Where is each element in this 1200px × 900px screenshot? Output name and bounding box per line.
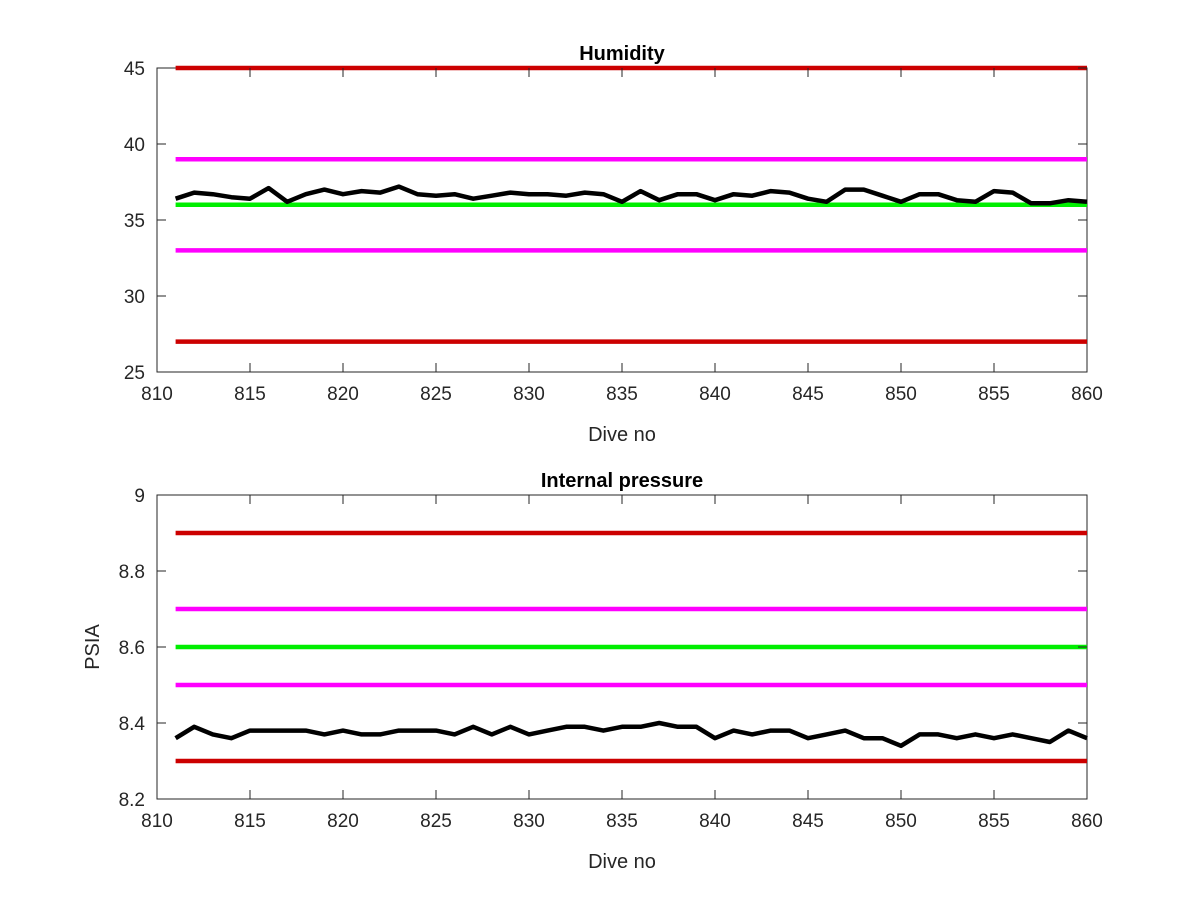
y-tick-label: 30 [124,287,145,308]
x-tick-label: 810 [141,384,173,405]
x-axis-label: Dive no [588,424,656,446]
y-tick-label: 45 [124,59,145,80]
x-tick-label: 830 [513,384,545,405]
y-tick-label: 8.8 [119,562,145,583]
x-tick-label: 855 [978,811,1010,832]
y-tick-label: 8.6 [119,638,145,659]
x-tick-label: 830 [513,811,545,832]
x-tick-label: 835 [606,811,638,832]
internal-pressure-chart: 810 815 820 825 830 835 840 845 850 855 860 8.2 8.4 8… [82,470,1103,873]
x-tick-label: 860 [1071,384,1103,405]
x-tick-label: 820 [327,384,359,405]
y-tick-label: 9 [134,486,145,507]
humidity-chart: 810 815 820 825 830 835 840 845 850 855 860 25 30 35 4… [124,43,1103,446]
x-tick-label: 845 [792,384,824,405]
data-series-line [174,720,1088,749]
chart-title: Internal pressure [541,470,703,492]
x-tick-label: 810 [141,811,173,832]
x-tick-label: 840 [699,384,731,405]
x-tick-label: 860 [1071,811,1103,832]
y-tick-label: 25 [124,363,145,384]
x-tick-label: 840 [699,811,731,832]
x-tick-label: 820 [327,811,359,832]
y-tick-label: 35 [124,211,145,232]
x-tick-label: 825 [420,811,452,832]
x-tick-label: 845 [792,811,824,832]
x-tick-label: 815 [234,811,266,832]
x-tick-label: 855 [978,384,1010,405]
x-tick-label: 815 [234,384,266,405]
data-series-line [174,184,1088,206]
y-axis-label: PSIA [82,624,104,670]
y-tick-label: 8.2 [119,790,145,811]
y-tick-label: 40 [124,135,145,156]
y-tick-label: 8.4 [119,714,146,735]
axes-box [156,67,1088,373]
x-axis-label: Dive no [588,851,656,873]
x-tick-label: 825 [420,384,452,405]
x-tick-label: 850 [885,811,917,832]
x-tick-label: 850 [885,384,917,405]
chart-title: Humidity [579,43,665,65]
x-tick-label: 835 [606,384,638,405]
